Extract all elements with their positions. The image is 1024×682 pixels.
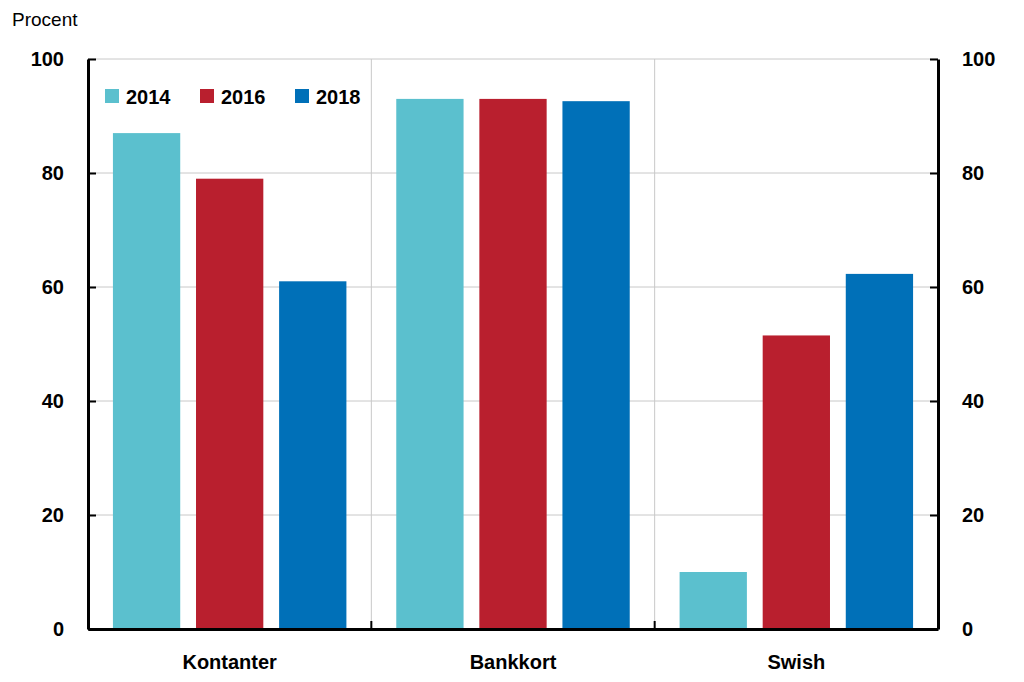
tick: Kontanter xyxy=(182,651,277,673)
y-axis-right: 0 20 40 60 80 100 xyxy=(930,48,995,640)
x-axis: Kontanter Bankkort Swish xyxy=(89,621,939,673)
bar xyxy=(113,133,180,629)
y-axis-title: Procent xyxy=(12,9,78,30)
separator xyxy=(371,59,372,629)
tick: 60 xyxy=(930,276,984,298)
tick-mark xyxy=(930,173,938,175)
bar xyxy=(680,572,747,629)
plot: 0 20 40 60 80 100 0 20 40 60 80 100 Kontanter Bankkor… xyxy=(31,48,996,673)
legend-label: 2016 xyxy=(221,86,266,108)
bar xyxy=(846,274,913,629)
tick-label: 80 xyxy=(962,162,984,184)
separator xyxy=(654,59,655,629)
grid-line xyxy=(88,629,938,630)
bar xyxy=(396,99,463,629)
separator-tick xyxy=(370,621,372,629)
tick-label: 100 xyxy=(31,48,64,70)
tick: Swish xyxy=(767,651,825,673)
tick-label: 20 xyxy=(962,504,984,526)
tick-label: 60 xyxy=(962,276,984,298)
tick: 60 xyxy=(42,276,96,298)
tick-mark xyxy=(88,515,96,517)
tick: 100 xyxy=(930,48,995,70)
separator-tick xyxy=(654,621,656,629)
bar-series xyxy=(113,99,747,629)
tick-mark xyxy=(930,401,938,403)
legend-label: 2018 xyxy=(316,86,361,108)
tick: Bankkort xyxy=(470,651,557,673)
legend-swatch xyxy=(105,89,119,103)
chart-container: 0 20 40 60 80 100 0 20 40 60 80 100 Kontanter Bankkor… xyxy=(0,0,1024,682)
separator-ticks xyxy=(371,621,654,629)
tick: 80 xyxy=(42,162,96,184)
bar xyxy=(562,101,629,629)
tick-mark xyxy=(88,59,96,61)
tick: 20 xyxy=(42,504,96,526)
tick-label: 100 xyxy=(962,48,995,70)
tick-label: 60 xyxy=(42,276,64,298)
bar xyxy=(279,281,346,629)
grid-line xyxy=(88,59,938,60)
legend-item: 2016 xyxy=(200,86,266,108)
tick-label: 0 xyxy=(53,618,64,640)
bar xyxy=(479,99,546,629)
grid xyxy=(88,59,938,629)
tick-label: 20 xyxy=(42,504,64,526)
tick-mark xyxy=(930,59,938,61)
axis-line xyxy=(89,628,939,631)
tick: 100 xyxy=(31,48,96,70)
chart-svg: 0 20 40 60 80 100 0 20 40 60 80 100 Kontanter Bankkor… xyxy=(0,0,1024,682)
tick-mark xyxy=(88,173,96,175)
y-axis-left: 0 20 40 60 80 100 xyxy=(31,48,96,640)
tick-label: 80 xyxy=(42,162,64,184)
bars xyxy=(113,99,913,629)
axis-line xyxy=(87,60,90,630)
legend: 2014 2016 2018 xyxy=(105,86,361,108)
tick-mark xyxy=(930,515,938,517)
tick: 80 xyxy=(930,162,984,184)
tick-label: Swish xyxy=(767,651,825,673)
tick-label: Kontanter xyxy=(182,651,277,673)
tick-label: 40 xyxy=(962,390,984,412)
bar xyxy=(196,179,263,629)
tick: 40 xyxy=(930,390,984,412)
legend-item: 2014 xyxy=(105,86,171,108)
tick-label: Bankkort xyxy=(470,651,557,673)
tick-label: 40 xyxy=(42,390,64,412)
bar-series xyxy=(279,101,913,629)
bar xyxy=(763,335,830,629)
separators xyxy=(371,59,654,629)
legend-item: 2018 xyxy=(295,86,361,108)
tick-mark xyxy=(930,287,938,289)
tick: 40 xyxy=(42,390,96,412)
tick-mark xyxy=(88,401,96,403)
bar-series xyxy=(196,99,830,629)
legend-label: 2014 xyxy=(126,86,171,108)
axis-line xyxy=(937,60,940,630)
tick: 20 xyxy=(930,504,984,526)
legend-swatch xyxy=(200,89,214,103)
legend-swatch xyxy=(295,89,309,103)
tick-label: 0 xyxy=(962,618,973,640)
tick-mark xyxy=(88,287,96,289)
